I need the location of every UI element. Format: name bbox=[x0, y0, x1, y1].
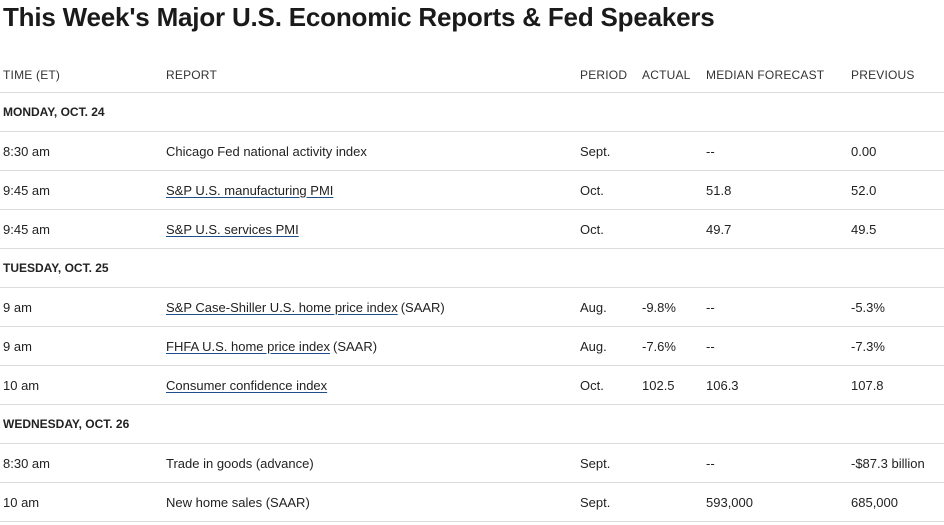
column-header-report: REPORT bbox=[166, 68, 217, 82]
actual-cell: -7.6% bbox=[642, 338, 676, 354]
day-section-header: MONDAY, OCT. 24 bbox=[0, 93, 944, 132]
report-cell: Chicago Fed national activity index bbox=[166, 132, 367, 170]
time-cell: 9:45 am bbox=[3, 182, 50, 198]
previous-cell: -5.3% bbox=[851, 299, 885, 315]
report-cell: New home sales (SAAR) bbox=[166, 483, 310, 521]
previous-cell: 685,000 bbox=[851, 494, 898, 510]
report-name: New home sales (SAAR) bbox=[166, 494, 310, 510]
table-row: 9 am FHFA U.S. home price index (SAAR) Aug.… bbox=[0, 327, 944, 366]
period-cell: Aug. bbox=[580, 338, 607, 354]
report-cell: FHFA U.S. home price index (SAAR) bbox=[166, 327, 377, 365]
median-forecast-cell: 593,000 bbox=[706, 494, 753, 510]
time-cell: 10 am bbox=[3, 494, 40, 510]
economic-calendar-table: TIME (ET) REPORT PERIOD ACTUAL MEDIAN FO… bbox=[0, 58, 944, 522]
day-label: WEDNESDAY, OCT. 26 bbox=[3, 417, 130, 431]
time-cell: 9:45 am bbox=[3, 221, 50, 237]
median-forecast-cell: 49.7 bbox=[706, 221, 732, 237]
table-row: 10 am New home sales (SAAR) Sept. 593,000 68… bbox=[0, 483, 944, 522]
report-cell: S&P U.S. services PMI bbox=[166, 210, 299, 248]
day-section-header: WEDNESDAY, OCT. 26 bbox=[0, 405, 944, 444]
table-row: 9:45 am S&P U.S. manufacturing PMI Oct. 51.… bbox=[0, 171, 944, 210]
time-cell: 8:30 am bbox=[3, 455, 50, 471]
time-cell: 9 am bbox=[3, 299, 32, 315]
previous-cell: 0.00 bbox=[851, 143, 877, 159]
column-header-median-forecast: MEDIAN FORECAST bbox=[706, 68, 825, 82]
time-cell: 9 am bbox=[3, 338, 32, 354]
actual-cell: 102.5 bbox=[642, 377, 675, 393]
time-cell: 10 am bbox=[3, 377, 40, 393]
median-forecast-cell: -- bbox=[706, 338, 715, 354]
report-cell: S&P Case-Shiller U.S. home price index (S… bbox=[166, 288, 445, 326]
previous-cell: 52.0 bbox=[851, 182, 877, 198]
report-suffix: (SAAR) bbox=[333, 338, 378, 354]
previous-cell: -$87.3 billion bbox=[851, 455, 925, 471]
report-link[interactable]: S&P U.S. services PMI bbox=[166, 221, 299, 237]
report-name: Trade in goods (advance) bbox=[166, 455, 314, 471]
page-title: This Week's Major U.S. Economic Reports … bbox=[3, 2, 715, 32]
report-name: Chicago Fed national activity index bbox=[166, 143, 367, 159]
report-cell: Consumer confidence index bbox=[166, 366, 327, 404]
report-suffix: (SAAR) bbox=[400, 299, 445, 315]
period-cell: Oct. bbox=[580, 182, 604, 198]
report-cell: Trade in goods (advance) bbox=[166, 444, 314, 482]
column-header-period: PERIOD bbox=[580, 68, 628, 82]
previous-cell: -7.3% bbox=[851, 338, 885, 354]
day-section-header: TUESDAY, OCT. 25 bbox=[0, 249, 944, 288]
median-forecast-cell: 106.3 bbox=[706, 377, 739, 393]
table-header-row: TIME (ET) REPORT PERIOD ACTUAL MEDIAN FO… bbox=[0, 58, 944, 93]
time-cell: 8:30 am bbox=[3, 143, 50, 159]
day-label: TUESDAY, OCT. 25 bbox=[3, 261, 109, 275]
median-forecast-cell: -- bbox=[706, 299, 715, 315]
median-forecast-cell: -- bbox=[706, 455, 715, 471]
period-cell: Sept. bbox=[580, 455, 611, 471]
column-header-previous: PREVIOUS bbox=[851, 68, 915, 82]
column-header-time: TIME (ET) bbox=[3, 68, 61, 82]
table-row: 8:30 am Trade in goods (advance) Sept. -- -$… bbox=[0, 444, 944, 483]
previous-cell: 49.5 bbox=[851, 221, 877, 237]
table-row: 8:30 am Chicago Fed national activity ind… bbox=[0, 132, 944, 171]
day-label: MONDAY, OCT. 24 bbox=[3, 105, 105, 119]
report-link[interactable]: S&P U.S. manufacturing PMI bbox=[166, 182, 334, 198]
table-row: 10 am Consumer confidence index Oct. 102.5 1… bbox=[0, 366, 944, 405]
table-body: MONDAY, OCT. 24 8:30 am Chicago Fed nation… bbox=[0, 93, 944, 522]
report-cell: S&P U.S. manufacturing PMI bbox=[166, 171, 333, 209]
table-row: 9 am S&P Case-Shiller U.S. home price ind… bbox=[0, 288, 944, 327]
previous-cell: 107.8 bbox=[851, 377, 884, 393]
column-header-actual: ACTUAL bbox=[642, 68, 691, 82]
report-link[interactable]: FHFA U.S. home price index bbox=[166, 338, 331, 354]
median-forecast-cell: -- bbox=[706, 143, 715, 159]
table-row: 9:45 am S&P U.S. services PMI Oct. 49.7 49.5 bbox=[0, 210, 944, 249]
period-cell: Sept. bbox=[580, 494, 611, 510]
period-cell: Aug. bbox=[580, 299, 607, 315]
period-cell: Sept. bbox=[580, 143, 611, 159]
report-link[interactable]: S&P Case-Shiller U.S. home price index bbox=[166, 299, 398, 315]
actual-cell: -9.8% bbox=[642, 299, 676, 315]
period-cell: Oct. bbox=[580, 377, 604, 393]
period-cell: Oct. bbox=[580, 221, 604, 237]
median-forecast-cell: 51.8 bbox=[706, 182, 732, 198]
report-link[interactable]: Consumer confidence index bbox=[166, 377, 328, 393]
